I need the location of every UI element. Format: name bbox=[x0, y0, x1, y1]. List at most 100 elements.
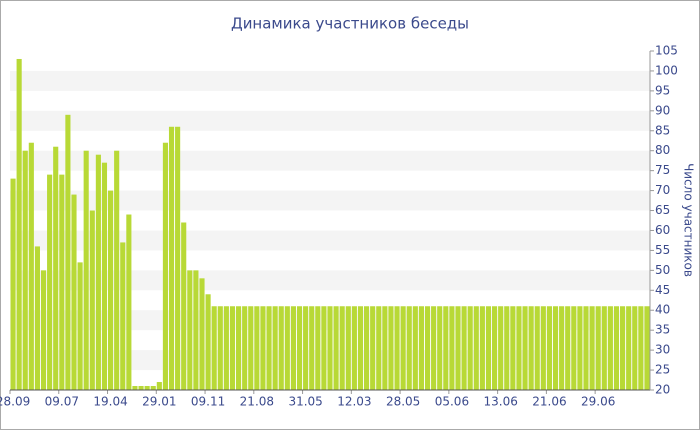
bar bbox=[595, 306, 601, 390]
bar bbox=[534, 306, 540, 390]
grid-band bbox=[10, 70, 650, 91]
x-tick-label: 05.06 bbox=[435, 395, 469, 409]
bar bbox=[59, 174, 65, 390]
y-axis-title: Число участников bbox=[682, 163, 696, 277]
bar bbox=[34, 246, 40, 390]
bar bbox=[504, 306, 510, 390]
bar bbox=[108, 190, 114, 390]
y-tick-label: 45 bbox=[655, 283, 670, 297]
x-tick-label: 21.06 bbox=[532, 395, 566, 409]
bar bbox=[345, 306, 351, 390]
bar bbox=[498, 306, 504, 390]
bar bbox=[479, 306, 485, 390]
bar bbox=[168, 126, 175, 390]
x-tick-label: 09.11 bbox=[191, 395, 225, 409]
bar bbox=[644, 306, 650, 390]
bar bbox=[144, 386, 150, 390]
bar bbox=[309, 306, 315, 390]
bar bbox=[632, 306, 638, 390]
bar bbox=[248, 306, 254, 390]
bar bbox=[357, 306, 364, 390]
bar bbox=[540, 306, 546, 390]
bar bbox=[455, 306, 461, 390]
bar bbox=[431, 306, 437, 390]
bar bbox=[114, 150, 120, 390]
bar bbox=[175, 126, 181, 390]
bar bbox=[40, 270, 47, 390]
y-tick-label: 50 bbox=[655, 263, 670, 277]
bar bbox=[333, 306, 339, 390]
bar bbox=[473, 306, 479, 390]
bar bbox=[437, 306, 443, 390]
bar bbox=[510, 306, 516, 390]
bar bbox=[315, 306, 321, 390]
bar bbox=[229, 306, 236, 390]
bar bbox=[156, 382, 162, 390]
bar bbox=[613, 306, 620, 390]
bar bbox=[552, 306, 559, 390]
bar bbox=[150, 386, 156, 390]
x-tick-label: 09.07 bbox=[45, 395, 79, 409]
y-tick-label: 95 bbox=[655, 83, 670, 97]
bar bbox=[65, 114, 71, 390]
bar bbox=[101, 162, 108, 390]
bar bbox=[89, 210, 95, 390]
bar bbox=[546, 306, 552, 390]
bar bbox=[254, 306, 260, 390]
bar bbox=[638, 306, 644, 390]
bar bbox=[583, 306, 589, 390]
bar bbox=[211, 306, 217, 390]
x-tick-label: 31.05 bbox=[288, 395, 322, 409]
bar bbox=[364, 306, 370, 390]
bar bbox=[16, 58, 22, 390]
y-tick-label: 20 bbox=[655, 383, 670, 397]
bar bbox=[559, 306, 565, 390]
bar bbox=[327, 306, 333, 390]
bar bbox=[339, 306, 345, 390]
x-tick-label: 28.09 bbox=[0, 395, 30, 409]
bar bbox=[272, 306, 278, 390]
bar bbox=[467, 306, 473, 390]
bar bbox=[187, 270, 193, 390]
y-tick-label: 105 bbox=[655, 44, 678, 58]
x-tick-label: 29.01 bbox=[142, 395, 176, 409]
y-tick-label: 80 bbox=[655, 143, 670, 157]
bar bbox=[589, 306, 595, 390]
bar bbox=[321, 306, 327, 390]
bar bbox=[132, 386, 138, 390]
bar bbox=[223, 306, 229, 390]
bar bbox=[181, 222, 187, 390]
x-tick-label: 21.08 bbox=[240, 395, 274, 409]
bar bbox=[522, 306, 528, 390]
bar bbox=[278, 306, 284, 390]
grid-band bbox=[10, 110, 650, 131]
bar bbox=[217, 306, 223, 390]
bar bbox=[400, 306, 406, 390]
y-tick-label: 25 bbox=[655, 363, 670, 377]
bar bbox=[260, 306, 266, 390]
bar bbox=[47, 174, 53, 390]
x-tick-label: 13.06 bbox=[483, 395, 517, 409]
bar bbox=[620, 306, 626, 390]
y-tick-label: 90 bbox=[655, 103, 670, 117]
bar bbox=[443, 306, 449, 390]
chart-title: Динамика участников беседы bbox=[231, 15, 469, 33]
bar bbox=[126, 214, 132, 390]
bar bbox=[290, 306, 296, 390]
bar bbox=[77, 262, 83, 390]
bar bbox=[449, 306, 455, 390]
bar bbox=[266, 306, 272, 390]
bar bbox=[571, 306, 577, 390]
y-tick-label: 40 bbox=[655, 303, 670, 317]
bar bbox=[376, 306, 382, 390]
bar bbox=[382, 306, 388, 390]
bar bbox=[22, 150, 28, 390]
bar bbox=[388, 306, 394, 390]
y-tick-label: 75 bbox=[655, 163, 670, 177]
y-tick-label: 65 bbox=[655, 203, 670, 217]
bar bbox=[412, 306, 418, 390]
bar bbox=[10, 178, 16, 390]
bar bbox=[626, 306, 632, 390]
bar bbox=[601, 306, 607, 390]
